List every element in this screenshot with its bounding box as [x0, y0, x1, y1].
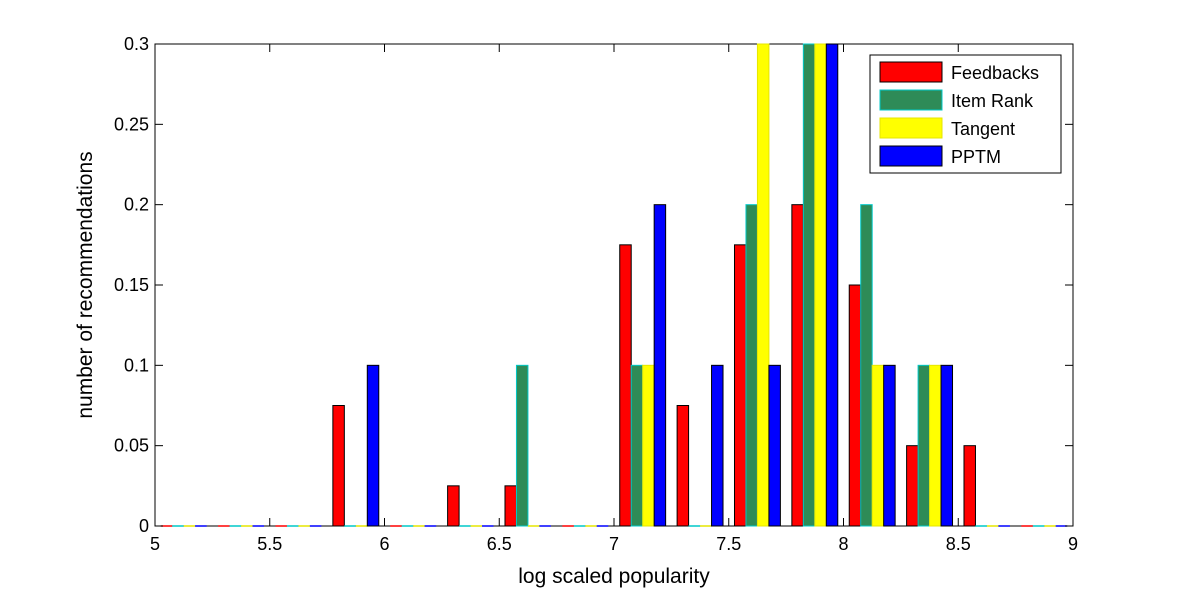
bar-feedbacks — [791, 204, 804, 527]
x-tick-label: 9 — [1068, 534, 1078, 554]
y-tick-label: 0.05 — [114, 436, 149, 456]
bar-feedbacks — [447, 485, 460, 527]
x-tick-label: 5.5 — [257, 534, 282, 554]
y-axis-label: number of recommendations — [74, 151, 97, 418]
bar-pptm — [768, 364, 781, 527]
y-tick-label: 0.2 — [124, 195, 149, 215]
bar-feedbacks — [733, 244, 747, 527]
bar-feedbacks — [619, 244, 632, 527]
legend: Feedbacks Item Rank Tangent PPTM — [869, 54, 1062, 174]
legend-label: Tangent — [951, 119, 1015, 139]
bar-tangent — [929, 364, 942, 527]
legend-swatch-item-rank — [879, 89, 943, 111]
bar-tangent — [756, 43, 770, 527]
legend-swatch-pptm — [879, 145, 943, 167]
x-tick-label: 6.5 — [487, 534, 512, 554]
bar-pptm — [711, 364, 724, 527]
bar-item-rank — [860, 204, 873, 527]
bars-group — [160, 43, 1068, 527]
bar-feedbacks — [504, 485, 517, 527]
y-tick-label: 0 — [139, 516, 149, 536]
bar-feedbacks — [963, 445, 976, 527]
bar-tangent — [871, 364, 885, 527]
x-tick-label: 7 — [609, 534, 619, 554]
x-tick-label: 8.5 — [946, 534, 971, 554]
legend-swatch-tangent — [879, 117, 943, 139]
y-tick-label: 0.1 — [124, 355, 149, 375]
legend-swatch-feedbacks — [879, 61, 943, 83]
bar-feedbacks — [676, 405, 690, 527]
bar-item-rank — [802, 43, 816, 527]
bar-feedbacks — [332, 405, 345, 527]
x-tick-label: 8 — [838, 534, 848, 554]
y-tick-label: 0.15 — [114, 275, 149, 295]
legend-label: PPTM — [951, 147, 1001, 167]
bar-pptm — [883, 364, 896, 527]
bar-pptm — [825, 43, 839, 527]
bar-tangent — [814, 43, 827, 527]
bar-pptm — [940, 364, 954, 527]
x-axis-label: log scaled popularity — [518, 565, 710, 588]
bar-pptm — [653, 204, 667, 527]
bar-feedbacks — [848, 284, 862, 527]
axes-group: 5 5.5 6 6.5 7 7.5 8 8.5 9 0 0.05 0.1 0.15 0.2 0.25 0.3 — [114, 34, 1078, 554]
x-tick-label: 7.5 — [716, 534, 741, 554]
y-tick-label: 0.25 — [114, 114, 149, 134]
legend-label: Item Rank — [951, 91, 1034, 111]
x-tick-label: 6 — [379, 534, 389, 554]
legend-label: Feedbacks — [951, 63, 1039, 83]
bar-item-rank — [630, 364, 644, 527]
x-tick-label: 5 — [150, 534, 160, 554]
bar-item-rank — [515, 364, 529, 527]
bar-item-rank — [917, 364, 931, 527]
bar-feedbacks — [906, 445, 919, 527]
bar-item-rank — [745, 204, 758, 527]
bar-tangent — [642, 364, 655, 527]
bar-pptm — [366, 364, 380, 527]
y-tick-label: 0.3 — [124, 34, 149, 54]
